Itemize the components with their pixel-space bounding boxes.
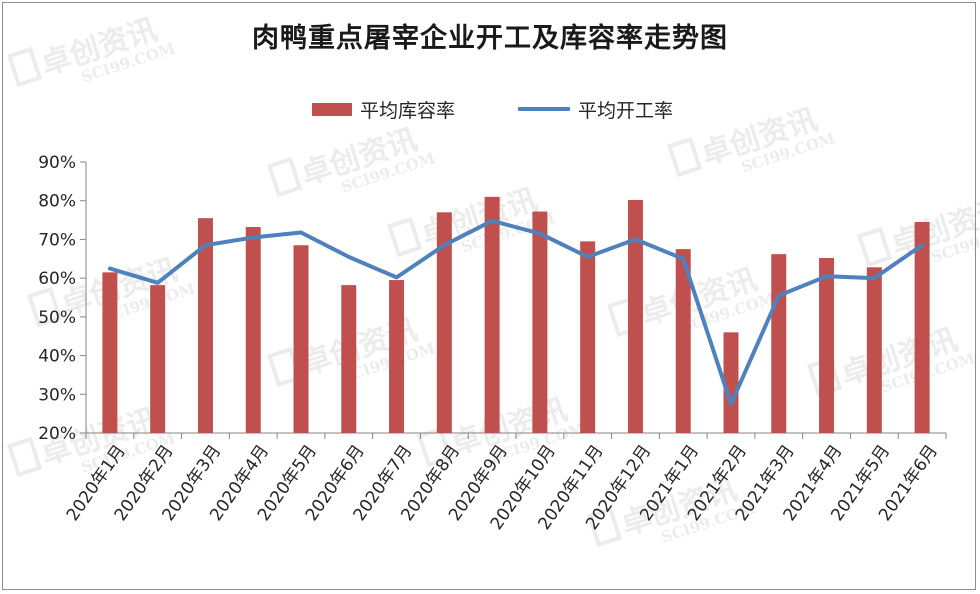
bar [484,196,500,433]
y-tick-label: 50% [38,308,76,328]
chart-title: 肉鸭重点屠宰企业开工及库容率走势图 [252,23,728,54]
legend-item-line: 平均开工率 [518,94,673,124]
legend-item-bar: 平均库容率 [312,94,455,124]
y-tick-label: 60% [38,269,76,289]
legend-swatch-line [518,107,570,111]
series-line [107,218,925,406]
y-tick-label: 80% [38,192,76,212]
bar [532,211,548,433]
bar [436,212,452,433]
bar [102,272,118,433]
bar [914,222,930,433]
bar [819,258,835,433]
legend-label-bar: 平均库容率 [360,99,456,122]
legend-swatch-bar [312,102,352,116]
bar [293,245,309,433]
bar [245,227,261,433]
bar [723,332,739,433]
bar [866,267,882,433]
y-tick-label: 90% [38,153,76,173]
legend-label-line: 平均开工率 [578,99,674,122]
y-tick-label: 40% [38,347,76,367]
bar [389,280,405,433]
bar [580,241,596,433]
y-tick-label: 30% [38,385,76,405]
bar [771,254,787,433]
y-tick-label: 20% [38,424,76,444]
bar [341,285,357,433]
bar [150,285,166,433]
bar [197,218,213,433]
legend: 平均库容率 平均开工率 [0,94,980,124]
bar [675,249,691,433]
bar [627,199,643,433]
y-tick-label: 70% [38,230,76,250]
